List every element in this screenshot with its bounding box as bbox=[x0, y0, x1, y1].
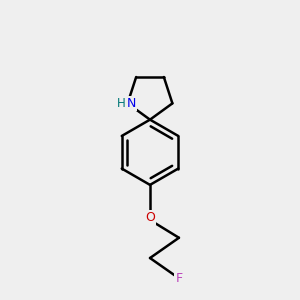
Text: F: F bbox=[176, 272, 182, 285]
Text: H: H bbox=[117, 97, 126, 110]
Text: N: N bbox=[127, 97, 136, 110]
Text: O: O bbox=[145, 211, 155, 224]
